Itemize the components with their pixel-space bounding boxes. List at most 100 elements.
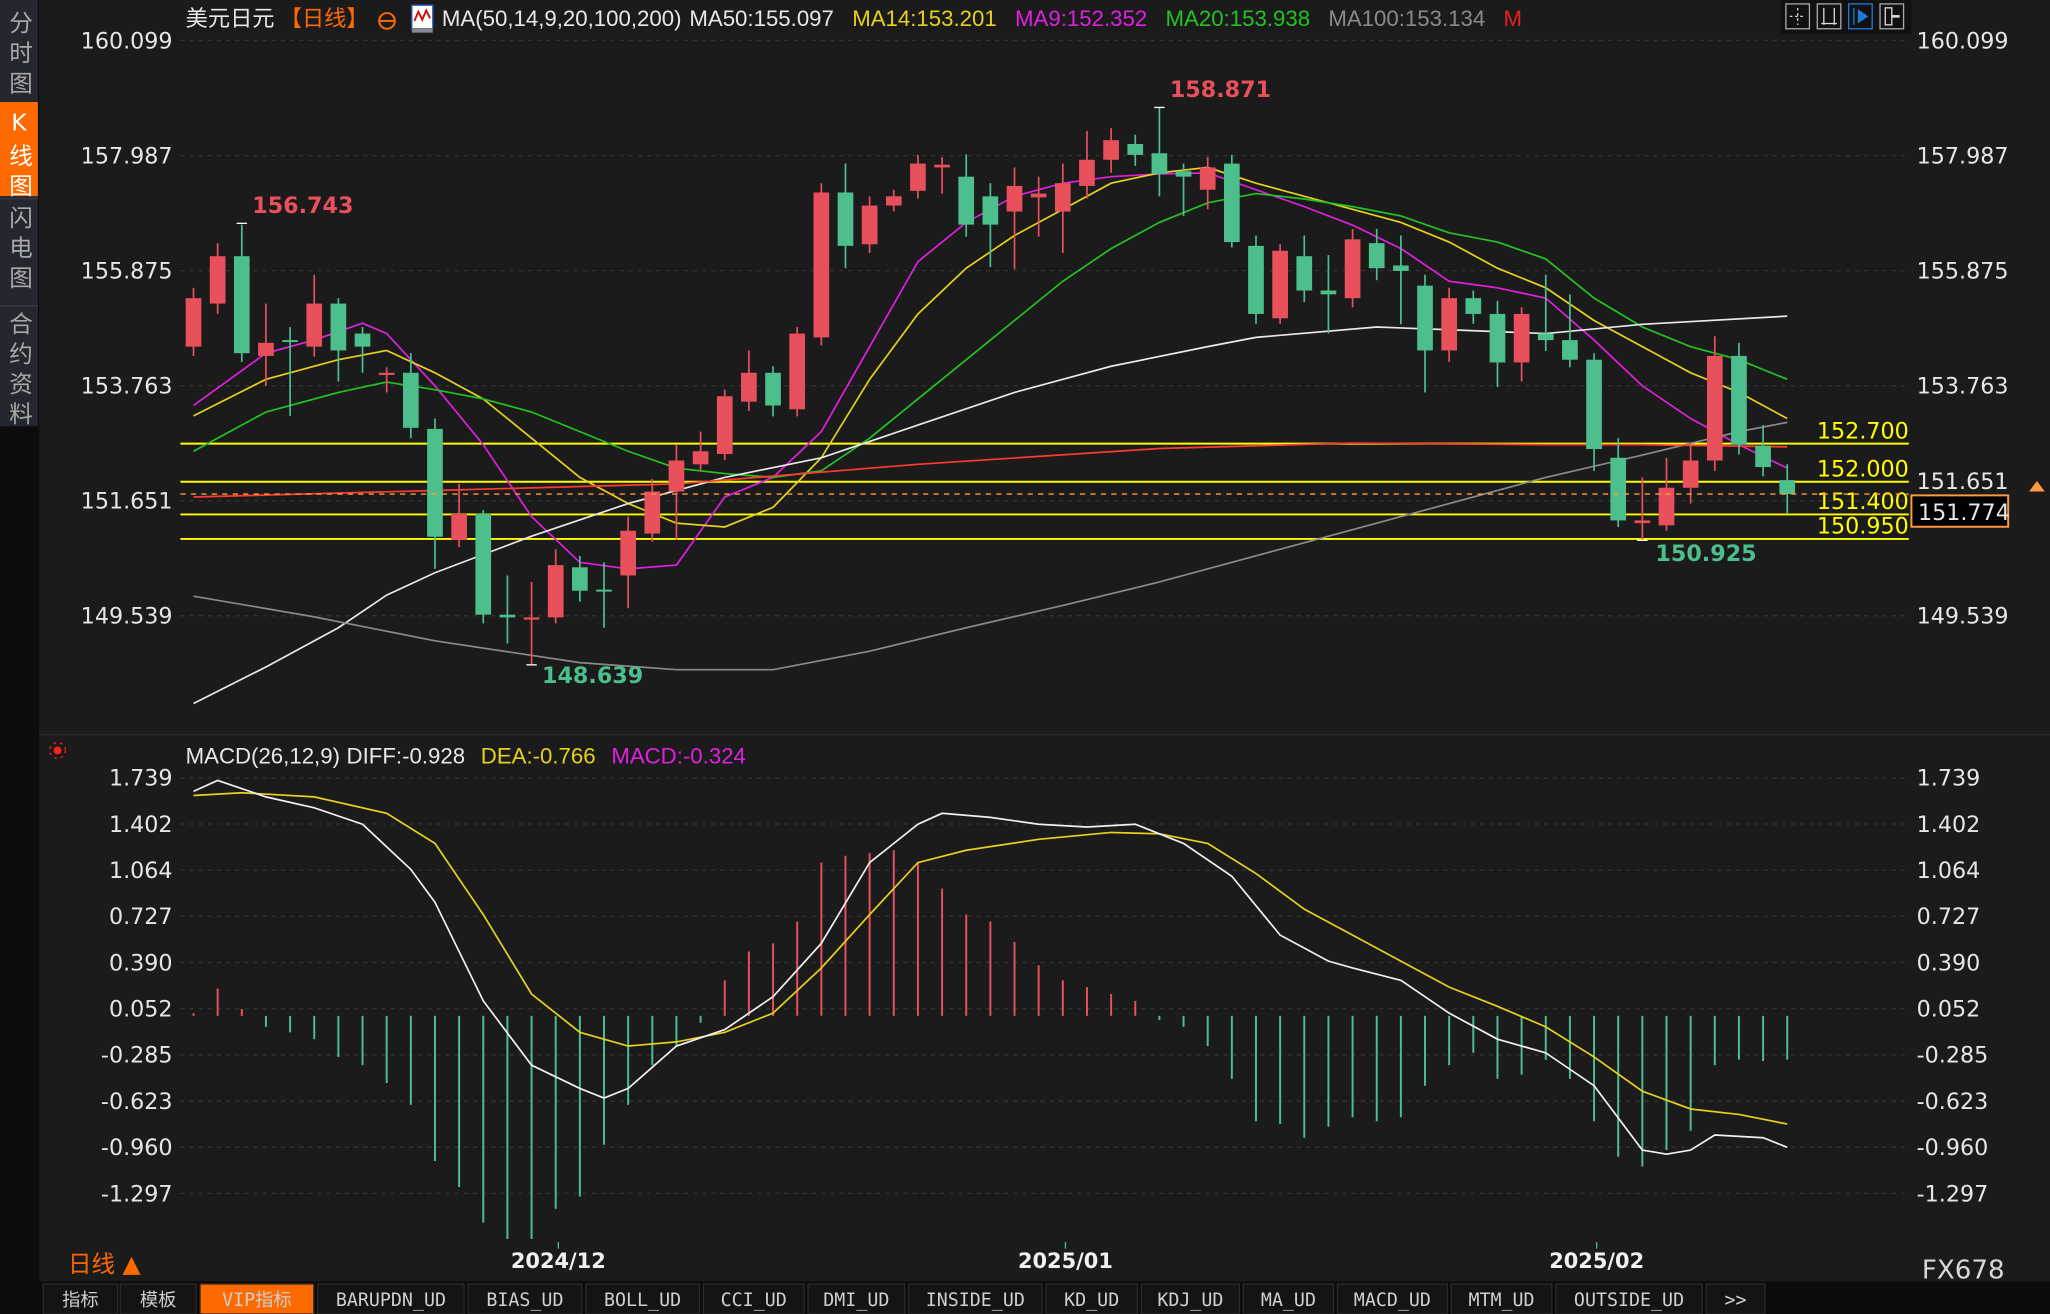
tab-label: KD_UD: [1064, 1290, 1119, 1311]
tab-background: [199, 1283, 315, 1314]
tab-kd-ud[interactable]: KD_UD: [1045, 1283, 1139, 1314]
tab-outside-ud[interactable]: OUTSIDE_UD: [1555, 1283, 1703, 1314]
candle-body: [1658, 487, 1675, 526]
tab-background: [1705, 1283, 1766, 1314]
candle-body: [765, 372, 781, 406]
macd-settings-icon[interactable]: [49, 741, 67, 759]
price-tick-label: 151.651: [81, 489, 173, 515]
candle: [1441, 287, 1458, 362]
time-label: 2025/01: [1018, 1249, 1113, 1273]
macd-tick-label: -0.960: [1917, 1135, 1989, 1161]
price-tick-label: 160.099: [81, 28, 173, 54]
level-label: 150.950: [1817, 514, 1909, 540]
tab-kdj-ud[interactable]: KDJ_UD: [1140, 1283, 1241, 1314]
candle: [523, 581, 540, 665]
macd-tick-label: 1.402: [1917, 812, 1981, 838]
time-label: 2024/12: [511, 1249, 606, 1273]
candle: [378, 367, 395, 393]
tab-inside-ud[interactable]: INSIDE_UD: [907, 1283, 1043, 1314]
candle: [885, 189, 902, 212]
tab--[interactable]: 模板: [119, 1283, 197, 1314]
candle: [692, 431, 709, 471]
candle: [644, 479, 661, 542]
price-annotations: 158.871 156.743 148.639 150.925: [236, 77, 1757, 689]
price-axis-right: 160.099 157.987 155.875 153.763 151.651 149.5…: [1917, 28, 2009, 629]
candle-body: [1296, 256, 1313, 291]
sidebar-item-flash[interactable]: 闪电图: [5, 205, 33, 295]
ma9-value: MA9:152.352: [1015, 6, 1147, 31]
macd-tick-label: 1.064: [1917, 858, 1981, 884]
candle-body: [185, 298, 202, 347]
left-sidebar: 分时图 K线图 闪电图 合约资料: [0, 0, 40, 1314]
sidebar-item-contract-info[interactable]: 合约资料: [5, 311, 33, 432]
macd-tick-label: 0.052: [109, 997, 173, 1023]
candle-body: [1755, 445, 1771, 468]
tab-background: [1045, 1283, 1139, 1314]
candle-body: [354, 333, 371, 347]
watermark-logo: FX678: [1922, 1256, 2005, 1286]
period-selector[interactable]: 日线 ▲: [68, 1250, 142, 1278]
price-tick-label: 157.987: [1917, 143, 2009, 169]
tab-bias-ud[interactable]: BIAS_UD: [467, 1283, 583, 1314]
tab-background: [1336, 1283, 1448, 1314]
candle-body: [1103, 140, 1119, 160]
draw-icon[interactable]: [1848, 3, 1873, 30]
candle-body: [233, 256, 250, 354]
candle-body: [1054, 183, 1071, 212]
time-label: 2025/02: [1549, 1249, 1644, 1273]
candle: [1368, 228, 1385, 281]
tab-vip-[interactable]: VIP指标: [199, 1283, 315, 1314]
candle: [1586, 353, 1602, 471]
candle-body: [692, 451, 709, 465]
candle-body: [958, 176, 975, 225]
ma-more-flag[interactable]: M: [1504, 6, 1523, 31]
candle-body: [1610, 457, 1627, 521]
tab-background: [907, 1283, 1043, 1314]
tab-boll-ud[interactable]: BOLL_UD: [585, 1283, 701, 1314]
extreme-price-label: 156.743: [252, 193, 353, 219]
sidebar-label: K线图: [5, 109, 33, 204]
symbol-title: 美元日元 【日线】: [186, 6, 369, 31]
candle-body: [282, 340, 298, 343]
candle-body: [378, 372, 395, 375]
ma100-value: MA100:153.134: [1328, 6, 1485, 31]
indicator-chart-icon[interactable]: [411, 4, 434, 33]
sidebar-item-kline[interactable]: K线图: [5, 109, 33, 204]
candle: [1079, 130, 1095, 199]
candle: [282, 327, 298, 416]
candle-body: [1779, 480, 1796, 495]
tab--[interactable]: >>: [1705, 1283, 1766, 1314]
crosshair-circle-icon[interactable]: [378, 12, 396, 30]
tab-barupdn-ud[interactable]: BARUPDN_UD: [317, 1283, 465, 1314]
tab-ma-ud[interactable]: MA_UD: [1242, 1283, 1335, 1314]
tab-cci-ud[interactable]: CCI_UD: [702, 1283, 805, 1314]
candle-body: [1441, 298, 1458, 351]
candle-body: [1006, 185, 1023, 212]
candle: [306, 274, 323, 357]
candle-body: [1537, 333, 1554, 341]
candle-body: [1513, 313, 1530, 363]
tab-label: 模板: [140, 1290, 177, 1311]
tab-background: [1140, 1283, 1241, 1314]
candle-body: [741, 372, 757, 402]
candle: [1296, 235, 1313, 302]
candle: [1151, 107, 1168, 197]
candle: [330, 298, 347, 382]
tab-macd-ud[interactable]: MACD_UD: [1336, 1283, 1448, 1314]
sidebar-item-timeshare[interactable]: 分时图: [5, 10, 33, 100]
candle: [1706, 336, 1723, 471]
sidebar-active-highlight: [0, 101, 38, 197]
price-tick-label: 160.099: [1917, 28, 2009, 54]
range-icon[interactable]: [1816, 3, 1842, 30]
tab--[interactable]: 指标: [42, 1283, 119, 1314]
exit-icon[interactable]: [1879, 3, 1905, 30]
candle: [499, 575, 516, 644]
candle-body: [1562, 340, 1578, 360]
crosshair-icon[interactable]: [1785, 3, 1811, 30]
tab-mtm-ud[interactable]: MTM_UD: [1450, 1283, 1553, 1314]
tab-dmi-ud[interactable]: DMI_UD: [807, 1283, 906, 1314]
period-label[interactable]: 【日线】: [280, 6, 369, 31]
candlesticks: [185, 107, 1796, 665]
candle-body: [934, 164, 950, 168]
macd-tick-label: -0.285: [1917, 1043, 1989, 1069]
